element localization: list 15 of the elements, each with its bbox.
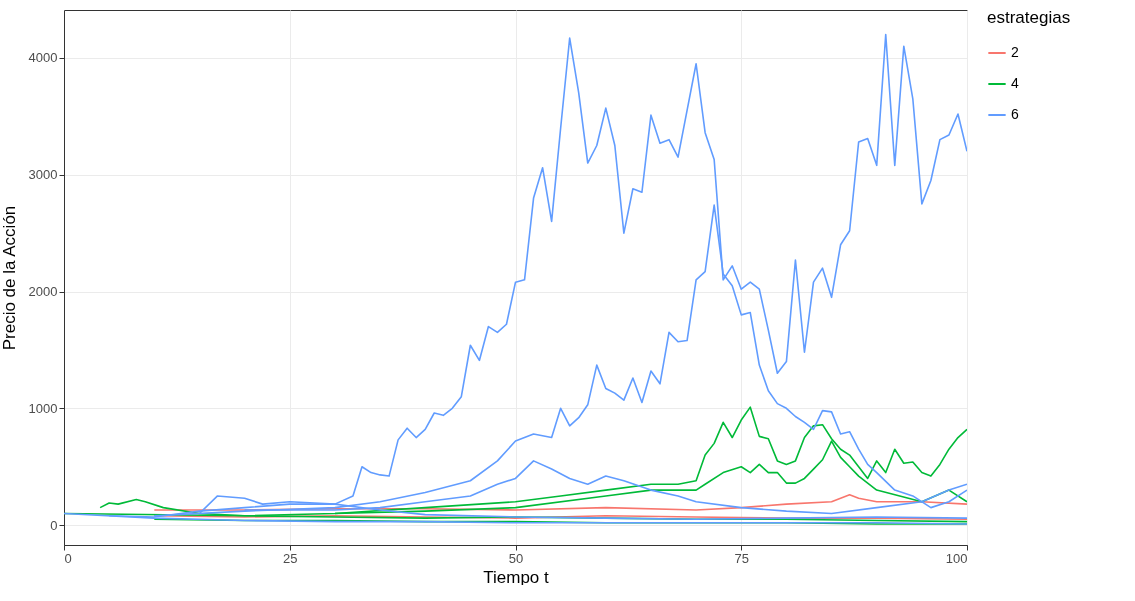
x-tick-label: 75 bbox=[734, 550, 749, 566]
x-tick-label: 25 bbox=[283, 550, 298, 566]
legend-label: 2 bbox=[1011, 44, 1019, 60]
y-tick-label: 4000 bbox=[28, 50, 58, 66]
y-axis-title: Precio de la Acción bbox=[0, 205, 19, 351]
y-tick-label: 3000 bbox=[28, 167, 58, 183]
x-tick-label: 0 bbox=[64, 550, 72, 566]
x-tick-label: 100 bbox=[945, 550, 968, 566]
legend-label: 6 bbox=[1011, 106, 1019, 122]
legend-title: estrategias bbox=[987, 8, 1071, 27]
y-tick-label: 2000 bbox=[28, 284, 58, 300]
legend-label: 4 bbox=[1011, 75, 1019, 91]
x-tick-label: 50 bbox=[508, 550, 524, 566]
y-tick-label: 0 bbox=[50, 517, 58, 533]
y-tick-label: 1000 bbox=[28, 400, 58, 416]
